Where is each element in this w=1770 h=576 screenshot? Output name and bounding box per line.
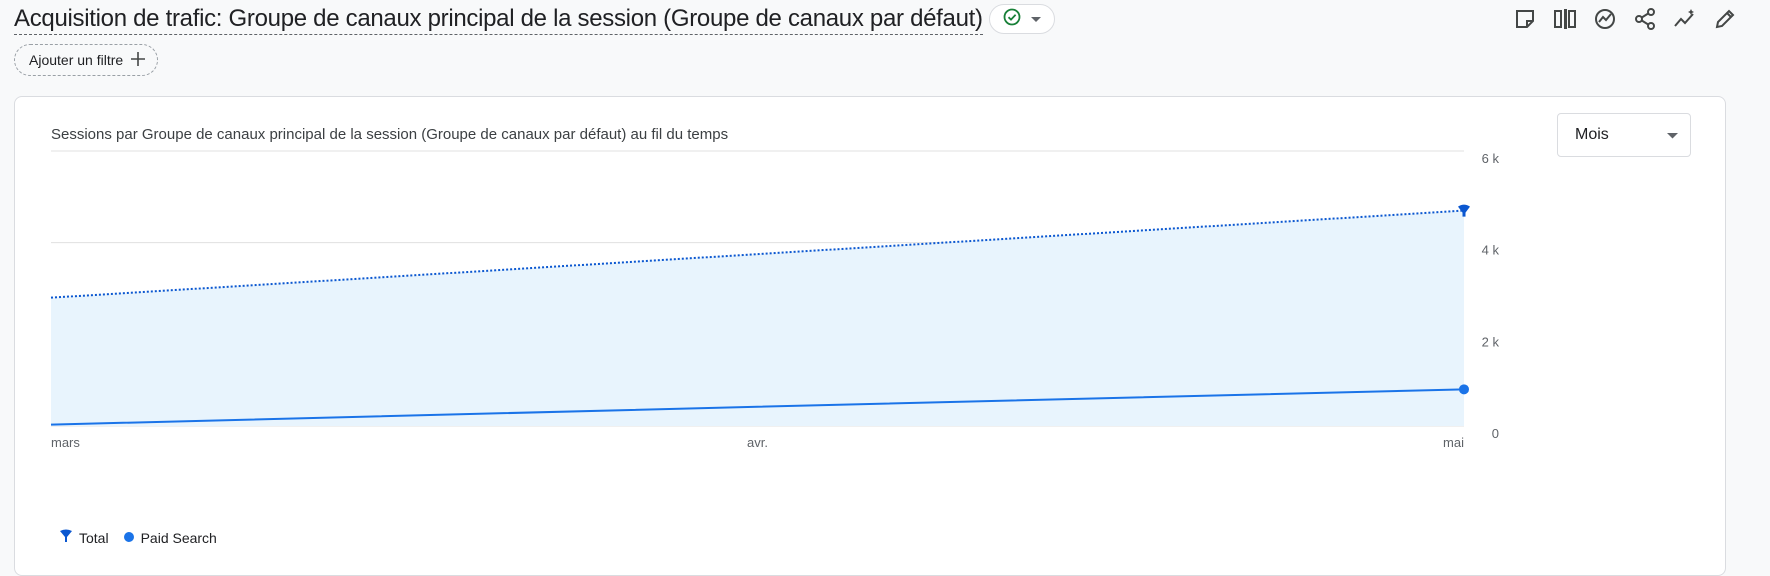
total-point-marker [1458, 204, 1470, 217]
note-icon[interactable] [1510, 4, 1540, 34]
y-tick-label: 4 k [1482, 243, 1500, 258]
paid-search-line [50, 388, 1465, 426]
total-area [51, 210, 1464, 426]
y-tick-label: 2 k [1482, 334, 1500, 349]
sessions-line-chart: 6 k 4 k 2 k 0 mars avr. mai [50, 150, 1500, 450]
pin-icon [59, 529, 73, 546]
paid-search-point-marker [1459, 384, 1469, 395]
period-select[interactable]: Mois [1557, 113, 1691, 157]
check-circle-icon [1003, 8, 1021, 31]
chart-title: Sessions par Groupe de canaux principal … [51, 126, 729, 143]
share-icon[interactable] [1630, 4, 1660, 34]
y-tick-label: 0 [1492, 426, 1499, 441]
add-filter-label: Ajouter un filtre [29, 52, 124, 68]
y-tick-label: 6 k [1482, 151, 1500, 166]
page-title[interactable]: Acquisition de trafic: Groupe de canaux … [14, 4, 983, 35]
add-filter-button[interactable]: Ajouter un filtre [14, 44, 159, 76]
insights-icon[interactable] [1590, 4, 1620, 34]
plus-icon [131, 51, 146, 69]
legend-item-total[interactable]: Total [59, 529, 109, 546]
chart-card: Sessions par Groupe de canaux principal … [14, 96, 1726, 576]
x-tick-label: mars [51, 435, 80, 450]
legend-label: Paid Search [140, 529, 217, 546]
legend-item-paid-search[interactable]: Paid Search [123, 530, 217, 546]
dot-icon [123, 530, 135, 546]
x-tick-label: mai [1443, 435, 1464, 450]
legend-label: Total [79, 529, 109, 546]
chevron-down-icon [1667, 126, 1678, 144]
period-select-value: Mois [1575, 126, 1609, 143]
x-tick-label: avr. [747, 435, 768, 450]
page-header: Acquisition de trafic: Groupe de canaux … [14, 2, 1055, 36]
edit-icon[interactable] [1710, 4, 1740, 34]
chevron-down-icon [1030, 10, 1041, 28]
sparkle-icon[interactable] [1670, 4, 1700, 34]
compare-icon[interactable] [1550, 4, 1580, 34]
chart-legend: Total Paid Search [59, 529, 217, 546]
report-toolbar [1510, 4, 1770, 34]
status-dropdown[interactable] [988, 4, 1055, 34]
